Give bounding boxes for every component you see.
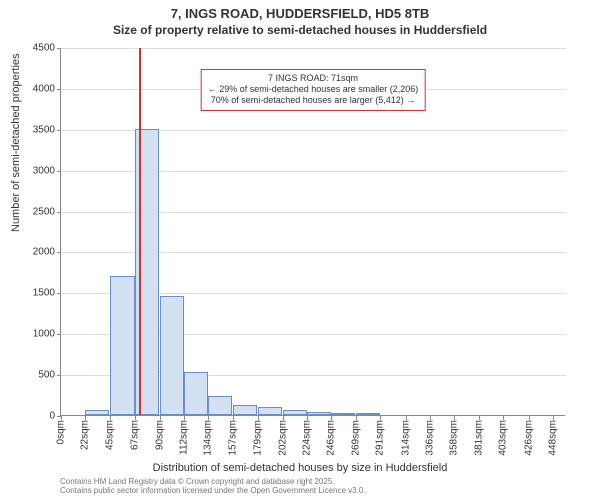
x-tick-label: 246sqm [326, 420, 337, 456]
x-tick-label: 90sqm [154, 420, 165, 450]
y-tick-label: 2000 [10, 247, 55, 258]
x-tick-label: 336sqm [424, 420, 435, 456]
y-tick-label: 500 [10, 370, 55, 381]
x-tick-label: 202sqm [277, 420, 288, 456]
y-tick [57, 130, 61, 131]
x-tick-label: 403sqm [498, 420, 509, 456]
x-tick-label: 179sqm [252, 420, 263, 456]
y-tick-label: 3000 [10, 165, 55, 176]
x-tick-label: 314sqm [400, 420, 411, 456]
x-tick-label: 0sqm [56, 420, 67, 444]
histogram-bar [307, 412, 331, 415]
y-tick-label: 1500 [10, 288, 55, 299]
y-tick [57, 252, 61, 253]
x-tick-label: 67sqm [129, 420, 140, 450]
x-tick-label: 291sqm [375, 420, 386, 456]
histogram-chart: 0500100015002000250030003500400045000sqm… [60, 48, 565, 416]
y-tick [57, 171, 61, 172]
chart-footer: Contains HM Land Registry data © Crown c… [60, 477, 366, 496]
y-tick-label: 2500 [10, 206, 55, 217]
y-tick [57, 48, 61, 49]
histogram-bar [356, 413, 380, 415]
y-tick [57, 334, 61, 335]
histogram-bar [110, 276, 134, 415]
histogram-bar [184, 372, 208, 415]
chart-title-block: 7, INGS ROAD, HUDDERSFIELD, HD5 8TB Size… [0, 0, 600, 37]
histogram-bar [160, 296, 184, 415]
y-tick-label: 4000 [10, 83, 55, 94]
x-tick-label: 45sqm [105, 420, 116, 450]
histogram-bar [283, 410, 307, 415]
x-tick-label: 358sqm [449, 420, 460, 456]
x-tick-label: 224sqm [301, 420, 312, 456]
annotation-box: 7 INGS ROAD: 71sqm← 29% of semi-detached… [201, 69, 426, 111]
x-tick-label: 112sqm [178, 420, 189, 455]
x-tick-label: 134sqm [203, 420, 214, 456]
plot-area: 0500100015002000250030003500400045000sqm… [60, 48, 565, 416]
histogram-bar [331, 413, 355, 415]
y-tick-label: 3500 [10, 124, 55, 135]
histogram-bar [233, 405, 257, 415]
x-tick-label: 426sqm [523, 420, 534, 456]
chart-subtitle: Size of property relative to semi-detach… [0, 23, 600, 37]
footer-line-1: Contains HM Land Registry data © Crown c… [60, 477, 366, 487]
annotation-line: 70% of semi-detached houses are larger (… [208, 95, 419, 106]
y-tick [57, 212, 61, 213]
histogram-bar [258, 407, 282, 415]
histogram-bar [85, 410, 109, 415]
y-tick [57, 293, 61, 294]
y-tick-label: 4500 [10, 43, 55, 54]
x-tick-label: 448sqm [547, 420, 558, 456]
footer-line-2: Contains public sector information licen… [60, 486, 366, 496]
y-tick-label: 1000 [10, 329, 55, 340]
histogram-bar [208, 396, 232, 415]
x-tick-label: 381sqm [474, 420, 485, 456]
x-tick-label: 269sqm [351, 420, 362, 456]
x-axis-label: Distribution of semi-detached houses by … [0, 462, 600, 474]
y-tick [57, 89, 61, 90]
x-tick-label: 22sqm [80, 420, 91, 450]
chart-title: 7, INGS ROAD, HUDDERSFIELD, HD5 8TB [0, 6, 600, 21]
y-tick [57, 375, 61, 376]
annotation-line: 7 INGS ROAD: 71sqm [208, 73, 419, 84]
annotation-line: ← 29% of semi-detached houses are smalle… [208, 84, 419, 95]
gridline [61, 48, 566, 49]
marker-line [139, 48, 141, 415]
y-tick-label: 0 [10, 411, 55, 422]
x-tick-label: 157sqm [228, 420, 239, 456]
